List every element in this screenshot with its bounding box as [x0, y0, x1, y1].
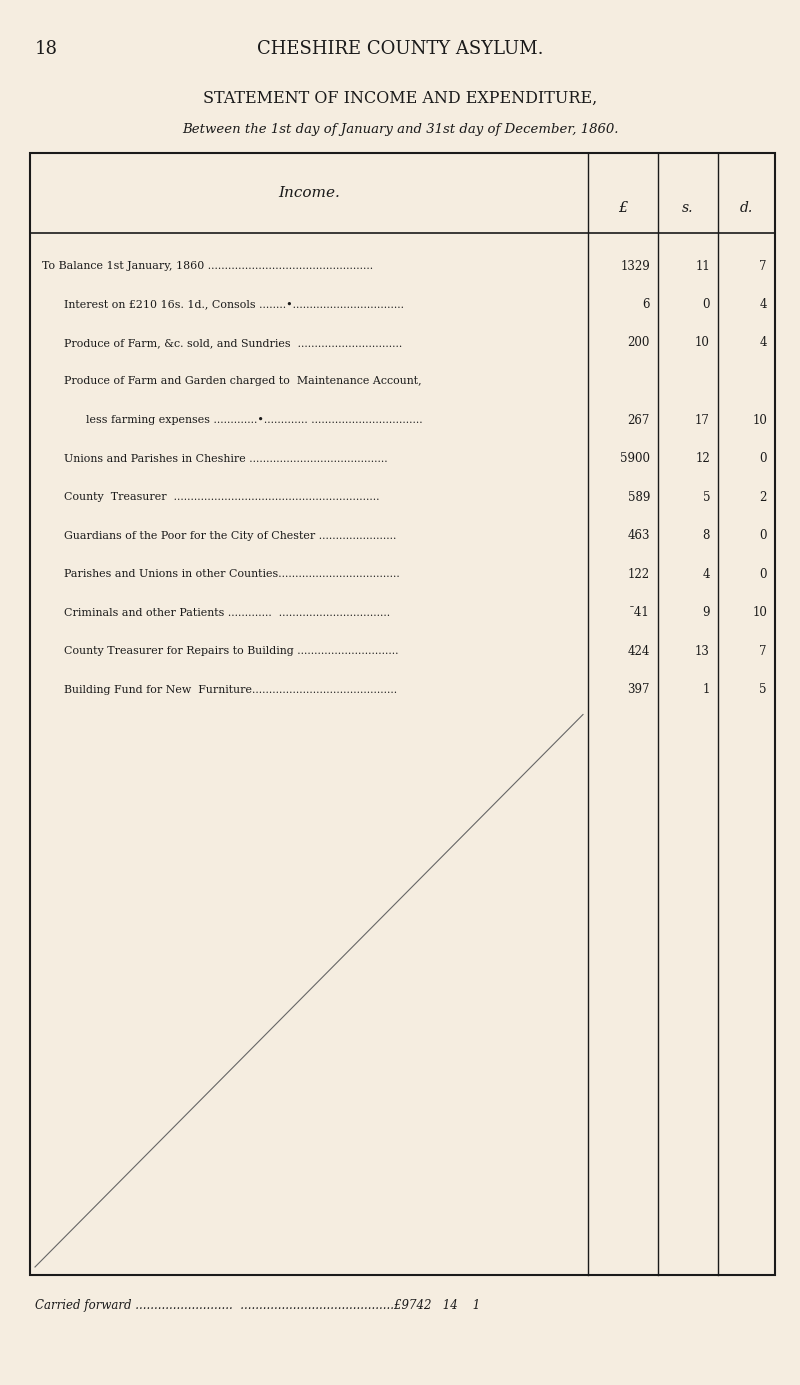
- Text: County Treasurer for Repairs to Building ..............................: County Treasurer for Repairs to Building…: [64, 645, 398, 656]
- Text: 11: 11: [695, 259, 710, 273]
- Text: Interest on £210 16s. 1d., Consols ........•.................................: Interest on £210 16s. 1d., Consols .....…: [64, 299, 404, 309]
- Bar: [30, 152, 775, 1276]
- Text: Carried forward ..........................  ....................................: Carried forward ........................…: [35, 1299, 480, 1312]
- Text: 6: 6: [642, 298, 650, 312]
- Text: Produce of Farm, &c. sold, and Sundries  ...............................: Produce of Farm, &c. sold, and Sundries …: [64, 338, 402, 348]
- Text: d.: d.: [740, 201, 753, 215]
- Text: 8: 8: [702, 529, 710, 542]
- Text: 18: 18: [35, 40, 58, 58]
- Text: 200: 200: [628, 337, 650, 349]
- Text: 122: 122: [628, 568, 650, 580]
- Text: Produce of Farm and Garden charged to  Maintenance Account,: Produce of Farm and Garden charged to Ma…: [64, 377, 422, 386]
- Text: Building Fund for New  Furniture...........................................: Building Fund for New Furniture.........…: [64, 684, 397, 694]
- Text: Unions and Parishes in Cheshire .........................................: Unions and Parishes in Cheshire ........…: [64, 453, 388, 464]
- Text: Criminals and other Patients .............  .................................: Criminals and other Patients ...........…: [64, 608, 390, 618]
- Text: 5: 5: [702, 490, 710, 504]
- Text: s.: s.: [682, 201, 694, 215]
- Text: 4: 4: [759, 298, 767, 312]
- Text: 13: 13: [695, 644, 710, 658]
- Text: 10: 10: [695, 337, 710, 349]
- Text: Between the 1st day of January and 31st day of December, 1860.: Between the 1st day of January and 31st …: [182, 123, 618, 136]
- Text: 5900: 5900: [620, 452, 650, 465]
- Text: 1329: 1329: [620, 259, 650, 273]
- Text: less farming expenses .............•............. ..............................: less farming expenses .............•....…: [86, 416, 422, 425]
- Text: Parishes and Unions in other Counties....................................: Parishes and Unions in other Counties...…: [64, 569, 400, 579]
- Text: To Balance 1st January, 1860 .................................................: To Balance 1st January, 1860 ...........…: [42, 260, 373, 271]
- Text: 1: 1: [702, 683, 710, 697]
- Text: Income.: Income.: [278, 186, 340, 199]
- Text: 0: 0: [759, 452, 767, 465]
- Text: 0: 0: [759, 568, 767, 580]
- Text: 0: 0: [759, 529, 767, 542]
- Text: County  Treasurer  .............................................................: County Treasurer .......................…: [64, 492, 379, 501]
- Text: 463: 463: [627, 529, 650, 542]
- Text: 12: 12: [695, 452, 710, 465]
- Text: Guardians of the Poor for the City of Chester .......................: Guardians of the Poor for the City of Ch…: [64, 530, 396, 540]
- Text: 4: 4: [759, 337, 767, 349]
- Text: 4: 4: [702, 568, 710, 580]
- Text: 17: 17: [695, 414, 710, 427]
- Text: 5: 5: [759, 683, 767, 697]
- Text: 9: 9: [702, 607, 710, 619]
- Text: ¯41: ¯41: [630, 607, 650, 619]
- Text: 7: 7: [759, 644, 767, 658]
- Text: 0: 0: [702, 298, 710, 312]
- Text: 397: 397: [627, 683, 650, 697]
- Text: 2: 2: [760, 490, 767, 504]
- Text: 424: 424: [628, 644, 650, 658]
- Text: 10: 10: [752, 607, 767, 619]
- Text: 10: 10: [752, 414, 767, 427]
- Text: £: £: [618, 201, 628, 215]
- Text: STATEMENT OF INCOME AND EXPENDITURE,: STATEMENT OF INCOME AND EXPENDITURE,: [203, 90, 597, 107]
- Text: 589: 589: [628, 490, 650, 504]
- Text: 267: 267: [628, 414, 650, 427]
- Text: CHESHIRE COUNTY ASYLUM.: CHESHIRE COUNTY ASYLUM.: [257, 40, 543, 58]
- Text: 7: 7: [759, 259, 767, 273]
